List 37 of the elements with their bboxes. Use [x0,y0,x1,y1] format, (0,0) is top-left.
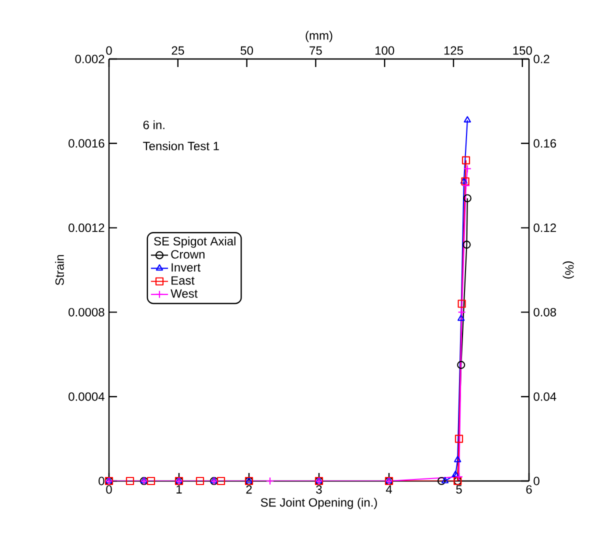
y2-tick-label: 0.04 [534,392,556,401]
y-tick-label: 0.0012 [68,224,104,232]
y-tick-label: 0.002 [75,54,104,64]
y2-tick-label: 0.08 [534,308,556,316]
x2-tick-label: 75 [310,46,322,55]
legend-label: Invert [172,263,200,272]
x-tick-label: 6 [526,485,532,494]
x-tick-label: 1 [176,485,182,494]
x2-tick-label: 50 [240,46,254,55]
legend-title: SE Spigot Axial [154,236,236,248]
legend-label: East [172,276,194,285]
y-axis-title: Strain [55,255,64,286]
x-tick-label: 3 [316,485,322,494]
x2-axis-title: (mm) [306,30,332,42]
x2-tick-label: 125 [444,46,463,55]
x2-tick-label: 150 [513,46,532,55]
legend-label: West [170,289,198,298]
y-tick-label: 0.0008 [68,308,104,316]
annotation: Tension Test 1 [143,141,219,150]
y-tick-label: 0.0016 [68,139,104,148]
y-tick-label: 0 [98,476,104,486]
annotation: 6 in. [143,120,164,130]
x2-tick-label: 25 [172,46,184,55]
x-axis-title: SE Joint Opening (in.) [260,498,377,510]
x-tick-label: 4 [386,485,392,494]
x-tick-label: 5 [456,485,462,494]
y2-axis-title: (%) [562,261,574,279]
x-tick-label: 2 [246,485,252,494]
legend-label: Crown [171,250,204,259]
y-tick-label: 0.0004 [68,392,104,401]
y2-tick-label: 0.16 [534,139,556,148]
y2-tick-label: 0.12 [534,224,556,232]
y2-tick-label: 0 [534,476,540,486]
y2-tick-label: 0.2 [534,54,550,64]
x2-tick-label: 100 [375,46,394,55]
x2-tick-label: 0 [106,46,112,55]
x-tick-label: 0 [106,485,112,494]
